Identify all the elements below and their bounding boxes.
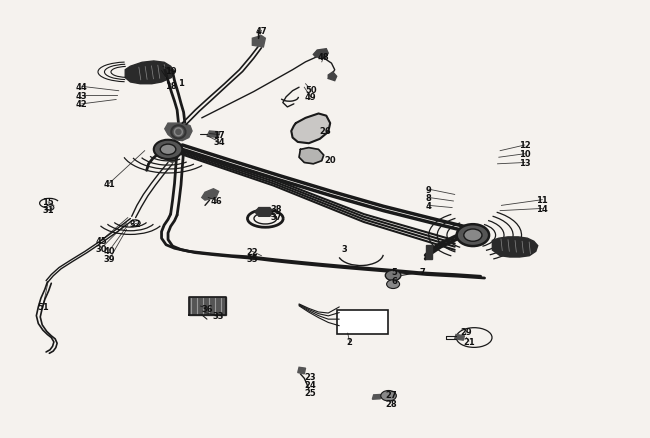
Text: 32: 32 <box>129 220 141 229</box>
Circle shape <box>385 271 401 281</box>
Polygon shape <box>255 208 273 217</box>
Text: 46: 46 <box>210 196 222 205</box>
Circle shape <box>154 141 182 159</box>
Circle shape <box>46 205 54 211</box>
Text: 29: 29 <box>461 327 472 336</box>
Text: 12: 12 <box>519 141 530 150</box>
Text: 23: 23 <box>304 373 316 381</box>
Text: 36: 36 <box>201 304 213 313</box>
Polygon shape <box>455 335 465 340</box>
Text: 38: 38 <box>270 205 282 214</box>
Polygon shape <box>313 49 328 60</box>
Text: 37: 37 <box>270 212 282 221</box>
Text: 45: 45 <box>96 237 107 245</box>
Text: 34: 34 <box>213 138 225 147</box>
Polygon shape <box>207 132 220 138</box>
Text: 15: 15 <box>42 198 54 207</box>
Polygon shape <box>492 237 538 258</box>
Text: 35: 35 <box>246 254 258 264</box>
Text: 21: 21 <box>463 337 475 346</box>
Text: 27: 27 <box>385 390 397 399</box>
Text: 42: 42 <box>76 100 88 109</box>
Polygon shape <box>299 148 324 164</box>
Circle shape <box>457 225 489 247</box>
Text: 30: 30 <box>96 244 107 253</box>
Text: 47: 47 <box>255 27 267 36</box>
Polygon shape <box>372 395 382 399</box>
Text: 40: 40 <box>104 246 116 255</box>
Text: 13: 13 <box>519 159 530 168</box>
Polygon shape <box>298 367 305 374</box>
Text: 31: 31 <box>42 206 54 215</box>
Polygon shape <box>165 124 192 141</box>
Text: 5: 5 <box>391 268 397 277</box>
Text: 49: 49 <box>305 93 317 102</box>
Text: 44: 44 <box>76 83 88 92</box>
Text: 25: 25 <box>304 388 316 397</box>
Text: 48: 48 <box>318 53 330 62</box>
Polygon shape <box>164 151 179 163</box>
Text: 50: 50 <box>305 86 317 95</box>
Text: 17: 17 <box>213 131 225 140</box>
Text: 1: 1 <box>178 79 184 88</box>
Polygon shape <box>252 36 265 48</box>
Text: 14: 14 <box>536 205 548 213</box>
Text: 4: 4 <box>426 201 432 210</box>
Text: 19: 19 <box>166 67 177 76</box>
Text: 7: 7 <box>419 268 425 277</box>
Circle shape <box>161 145 176 155</box>
Circle shape <box>387 280 400 289</box>
Circle shape <box>464 230 482 242</box>
Text: 11: 11 <box>536 196 548 205</box>
Text: 39: 39 <box>104 254 116 264</box>
Text: 26: 26 <box>319 127 331 136</box>
Text: 3: 3 <box>342 244 347 253</box>
Polygon shape <box>188 297 226 315</box>
Text: 10: 10 <box>519 150 530 159</box>
FancyBboxPatch shape <box>337 310 388 335</box>
Text: 41: 41 <box>103 180 115 189</box>
Text: 20: 20 <box>324 155 336 165</box>
Text: 9: 9 <box>426 185 432 194</box>
Polygon shape <box>125 62 174 85</box>
Polygon shape <box>291 114 330 144</box>
Text: 33: 33 <box>213 311 224 321</box>
Text: 51: 51 <box>37 303 49 312</box>
Text: 28: 28 <box>385 399 397 408</box>
Polygon shape <box>426 245 432 259</box>
Text: 6: 6 <box>391 276 397 286</box>
Circle shape <box>131 220 140 226</box>
Polygon shape <box>328 73 337 81</box>
Text: 8: 8 <box>426 194 432 202</box>
Text: 24: 24 <box>304 381 316 389</box>
Circle shape <box>381 391 396 401</box>
Text: 18: 18 <box>166 81 177 90</box>
Text: 43: 43 <box>76 92 88 100</box>
Text: 2: 2 <box>346 338 352 346</box>
Text: 22: 22 <box>246 247 258 256</box>
Polygon shape <box>202 189 218 201</box>
